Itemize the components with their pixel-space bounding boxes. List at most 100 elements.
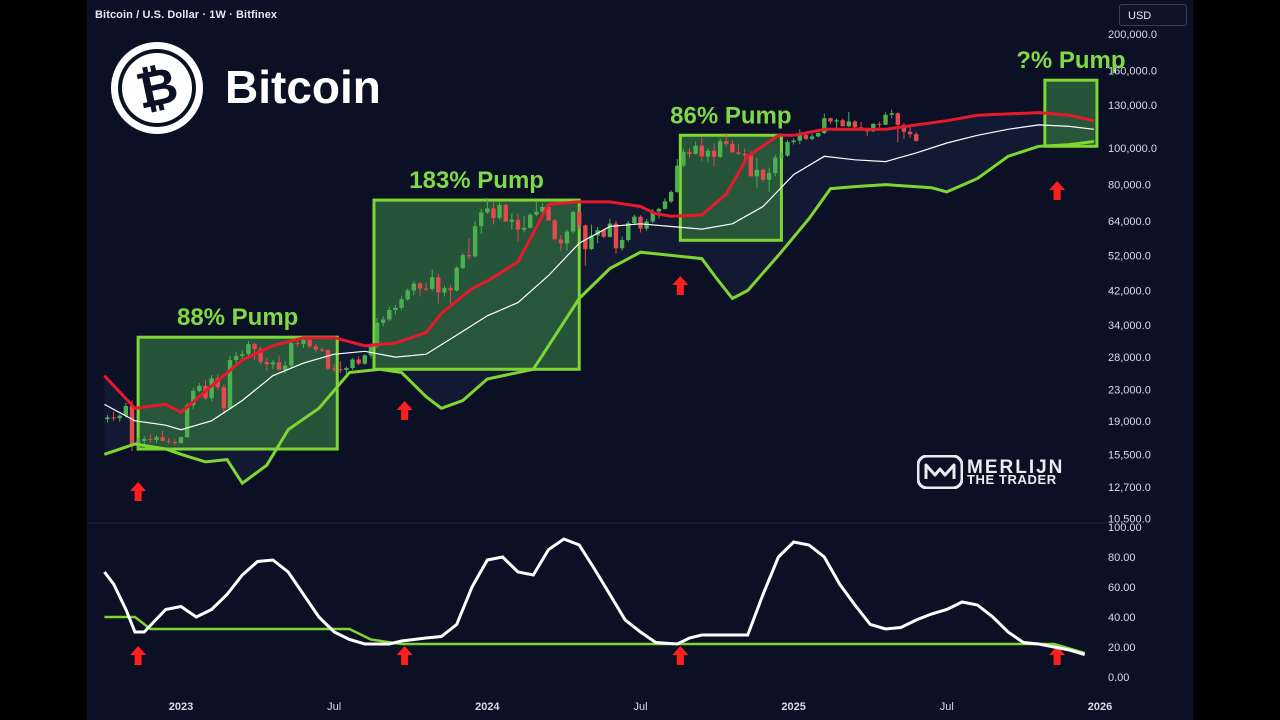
candle-body-71 xyxy=(540,206,545,212)
candle-body-109 xyxy=(773,157,778,174)
candle-body-81 xyxy=(601,230,606,237)
candle-body-23 xyxy=(246,344,251,355)
candle-body-90 xyxy=(656,208,662,212)
chart-frame: 88% Pump 183% Pump 86% Pump ?% Pump 200,000… xyxy=(87,0,1193,720)
candle-body-116 xyxy=(815,132,821,137)
time-tick-label: Jul xyxy=(327,701,341,713)
candle-body-78 xyxy=(583,225,588,250)
candle-body-99 xyxy=(711,150,717,157)
price-tick-label: 100,000.0 xyxy=(1108,143,1157,155)
candle-body-126 xyxy=(877,123,882,125)
candle-body-50 xyxy=(411,283,417,291)
brand-title: Bitcoin xyxy=(225,61,381,113)
candle-body-82 xyxy=(607,223,613,237)
candle-body-36 xyxy=(325,350,331,369)
osc-tick-label: 40.00 xyxy=(1108,612,1136,624)
candle-body-105 xyxy=(748,155,753,177)
candle-body-77 xyxy=(577,212,582,226)
price-tick-label: 12,700.0 xyxy=(1108,482,1151,494)
candle-body-113 xyxy=(797,134,802,141)
candle-body-25 xyxy=(258,349,263,362)
candle-body-49 xyxy=(405,290,410,300)
watermark: MERLIJN THE TRADER xyxy=(917,452,1077,492)
pump-label-1: 88% Pump xyxy=(177,304,298,331)
candle-body-8 xyxy=(154,437,159,441)
price-tick-label: 19,000.0 xyxy=(1108,416,1151,428)
candle-body-17 xyxy=(209,378,214,399)
candle-body-57 xyxy=(454,267,459,291)
candle-body-73 xyxy=(552,220,557,240)
candle-body-120 xyxy=(840,120,845,127)
candle-body-132 xyxy=(914,134,919,141)
candle-body-62 xyxy=(485,208,490,213)
candle-body-61 xyxy=(479,212,484,227)
candle-body-112 xyxy=(791,140,796,143)
price-tick-label: 28,000.0 xyxy=(1108,352,1151,364)
up-arrow-icon-price-1 xyxy=(130,482,147,501)
currency-selector[interactable]: USD xyxy=(1119,4,1187,26)
candle-body-45 xyxy=(380,319,386,323)
pump-label-3: 86% Pump xyxy=(670,102,791,129)
candle-body-35 xyxy=(319,349,325,351)
candle-body-38 xyxy=(338,369,343,371)
candle-body-11 xyxy=(172,442,178,444)
candle-body-83 xyxy=(613,223,619,249)
candle-body-74 xyxy=(558,239,564,244)
candle-body-68 xyxy=(521,227,527,230)
candle-body-103 xyxy=(736,152,741,154)
up-arrow-icon-price-4 xyxy=(1049,181,1066,200)
time-tick-label: 2025 xyxy=(781,701,805,713)
price-tick-label: 200,000.0 xyxy=(1108,29,1157,41)
price-tick-label: 64,000.0 xyxy=(1108,216,1151,228)
candle-body-98 xyxy=(705,150,711,157)
candle-body-14 xyxy=(191,390,196,406)
candle-body-64 xyxy=(497,204,502,218)
price-tick-label: 80,000.0 xyxy=(1108,180,1151,192)
candle-body-18 xyxy=(215,378,220,388)
price-tick-label: 34,000.0 xyxy=(1108,320,1151,332)
candle-body-10 xyxy=(166,441,171,443)
candle-body-95 xyxy=(687,151,692,154)
oscillator-floor-line xyxy=(104,615,1086,655)
candle-body-118 xyxy=(828,118,833,122)
oscillator-line xyxy=(103,537,1086,656)
candle-body-70 xyxy=(534,211,539,215)
candle-body-115 xyxy=(809,136,815,139)
candle-body-84 xyxy=(619,239,625,249)
candle-body-30 xyxy=(289,343,294,366)
candle-body-107 xyxy=(760,169,766,180)
up-arrow-icon-osc-3 xyxy=(672,646,689,665)
symbol-title: Bitcoin / U.S. Dollar · 1W · Bitfinex xyxy=(95,9,278,21)
price-tick-label: 160,000.0 xyxy=(1108,66,1157,78)
candle-body-39 xyxy=(344,368,349,370)
candle-body-22 xyxy=(240,354,245,356)
candle-body-111 xyxy=(785,142,790,156)
candle-body-72 xyxy=(546,206,551,221)
candle-body-44 xyxy=(374,322,380,347)
candle-body-58 xyxy=(460,255,466,268)
merlijn-logo-icon xyxy=(917,455,963,489)
candle-body-40 xyxy=(350,359,355,369)
candle-body-46 xyxy=(387,309,392,320)
candle-body-125 xyxy=(871,123,876,132)
candle-body-102 xyxy=(730,143,735,153)
time-tick-label: 2026 xyxy=(1088,701,1112,713)
candle-body-122 xyxy=(852,121,858,128)
candle-body-7 xyxy=(148,439,153,441)
candle-body-87 xyxy=(638,216,643,229)
lower-band-line xyxy=(103,140,1095,486)
bitcoin-logo-icon: ₿ xyxy=(111,42,203,134)
candle-body-117 xyxy=(822,118,827,133)
price-tick-label: 10,500.0 xyxy=(1108,513,1151,525)
pump-box-1 xyxy=(136,335,339,451)
pump-label-4: ?% Pump xyxy=(1016,47,1125,74)
candle-body-31 xyxy=(295,343,300,345)
candle-body-6 xyxy=(142,439,147,442)
candle-body-86 xyxy=(632,216,637,224)
candle-body-37 xyxy=(331,368,337,370)
candle-body-53 xyxy=(429,277,435,289)
candle-body-100 xyxy=(717,141,723,157)
candle-body-33 xyxy=(307,339,312,347)
candle-body-63 xyxy=(491,208,496,218)
up-arrow-icon-price-2 xyxy=(396,401,413,420)
